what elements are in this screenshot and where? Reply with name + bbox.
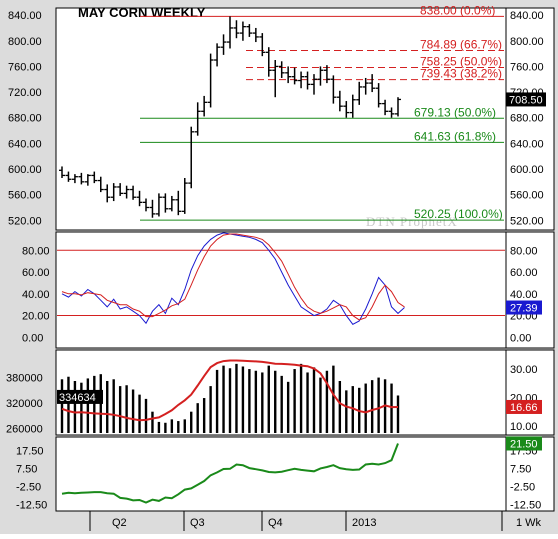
oi-last-label: 16.66	[510, 402, 538, 414]
price-y-tick-left-2: 600.00	[8, 164, 42, 176]
price-y-tick-right-4: 680.00	[510, 113, 544, 125]
price-y-tick-right-6: 760.00	[510, 61, 544, 73]
volume-last-badge	[57, 389, 103, 404]
last-price-badge	[506, 92, 546, 107]
volume-right-axis	[505, 349, 555, 436]
oi-y-tick-2: 30.00	[510, 364, 538, 376]
price-panel	[55, 7, 507, 231]
net-y-tick-left-0: -12.50	[16, 500, 47, 512]
net-y-tick-left-1: -2.50	[16, 482, 41, 494]
stoch-y-tick-left-0: 0.00	[22, 332, 43, 344]
net-y-tick-right-2: 7.50	[510, 464, 531, 476]
price-y-tick-right-3: 640.00	[510, 138, 544, 150]
x-unit-label: 1 Wk	[516, 517, 542, 529]
stoch-line-d	[61, 233, 405, 321]
net-y-tick-right-0: -12.50	[510, 500, 541, 512]
net-y-tick-left-3: 17.50	[16, 446, 44, 458]
stoch-last-label: 27.39	[510, 303, 538, 315]
stoch-y-tick-right-0: 0.00	[510, 332, 531, 344]
stoch-y-tick-left-1: 20.00	[22, 311, 50, 323]
time-axis	[56, 513, 554, 531]
stoch-line-k	[61, 232, 405, 325]
price-y-tick-left-5: 720.00	[8, 87, 42, 99]
oi-y-tick-0: 10.00	[510, 421, 538, 433]
volume-y-tick-0: 260000	[6, 424, 43, 436]
retracement-label-5: 641.63 (61.8%)	[414, 129, 496, 143]
price-y-tick-left-8: 840.00	[8, 10, 42, 22]
watermark: DTN ProphetX	[366, 214, 458, 229]
price-y-tick-right-2: 600.00	[510, 164, 544, 176]
retracement-label-1: 784.89 (66.7%)	[420, 37, 502, 51]
stoch-y-tick-right-3: 60.00	[510, 267, 538, 279]
price-y-tick-left-0: 520.00	[8, 215, 42, 227]
retracement-label-2: 758.25 (50.0%)	[420, 55, 502, 69]
price-y-tick-left-7: 800.00	[8, 36, 42, 48]
net-last-label: 21.50	[510, 438, 538, 450]
net-y-tick-left-2: 7.50	[16, 464, 37, 476]
retracement-label-3: 739.43 (38.2%)	[420, 67, 502, 81]
open-interest-line	[61, 359, 399, 422]
stochastic-panel	[55, 231, 507, 349]
retracement-label-0: 838.00 (0.0%)	[420, 3, 495, 17]
stoch-last-badge	[506, 300, 542, 315]
chart-marks: 520.00 520.00 560.00 560.00 600.00 600.00 640.…	[6, 3, 546, 531]
price-y-tick-left-4: 680.00	[8, 113, 42, 125]
x-label-q4: Q4	[268, 517, 283, 529]
x-label-2013: 2013	[352, 517, 376, 529]
stochastic-right-axis	[505, 231, 555, 349]
net-position-panel	[55, 436, 507, 512]
price-y-tick-right-7: 800.00	[510, 36, 544, 48]
chart-title: MAY CORN WEEKLY	[78, 5, 206, 20]
last-price-label: 708.50	[509, 94, 543, 106]
price-y-tick-left-1: 560.00	[8, 190, 42, 202]
retracement-label-6: 520.25 (100.0%)	[414, 207, 503, 221]
retracement-label-4: 679.13 (50.0%)	[414, 105, 496, 119]
x-label-q3: Q3	[190, 517, 205, 529]
net-y-tick-right-1: -2.50	[510, 482, 535, 494]
net-last-badge	[506, 436, 542, 451]
price-right-axis	[505, 7, 555, 231]
stoch-y-tick-left-3: 60.00	[22, 267, 50, 279]
price-y-tick-right-1: 560.00	[510, 190, 544, 202]
volume-y-tick-1: 320000	[6, 398, 43, 410]
volume-last-label: 334634	[59, 392, 96, 404]
volume-y-tick-2: 380000	[6, 373, 43, 385]
price-y-tick-left-3: 640.00	[8, 138, 42, 150]
x-label-q2: Q2	[112, 517, 127, 529]
price-y-tick-right-8: 840.00	[510, 10, 544, 22]
stoch-y-tick-right-2: 40.00	[510, 289, 538, 301]
price-y-tick-left-6: 760.00	[8, 61, 42, 73]
net-position-line	[61, 443, 399, 504]
stoch-y-tick-left-4: 80.00	[22, 245, 50, 257]
price-y-tick-right-0: 520.00	[510, 215, 544, 227]
stoch-y-tick-left-2: 40.00	[22, 289, 50, 301]
stoch-y-tick-right-4: 80.00	[510, 245, 538, 257]
oi-last-badge	[506, 399, 542, 414]
